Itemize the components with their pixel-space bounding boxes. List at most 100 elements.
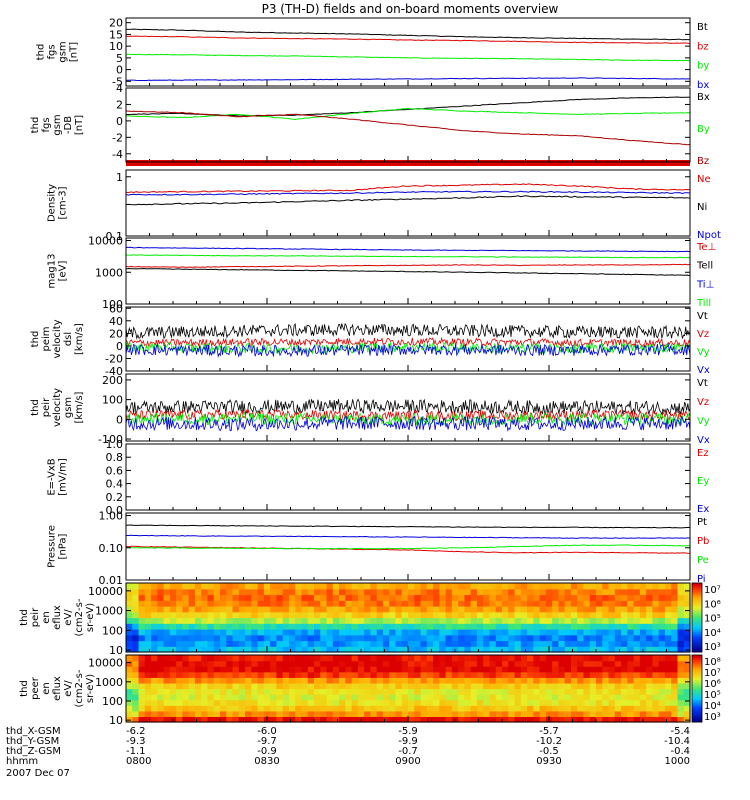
heatmap-cell [558,640,566,647]
x-axis-value: 0800 [126,756,151,767]
heatmap-cell [288,655,296,662]
heatmap-cell [658,710,666,718]
heatmap-cell [401,660,409,667]
heatmap-cell [169,623,177,630]
heatmap-cell [126,646,133,653]
panel-frame [125,17,691,87]
heatmap-cell [339,634,346,642]
heatmap-cell [414,640,422,647]
heatmap-cell [232,588,240,596]
heatmap-cell [395,600,403,607]
heatmap-cell [176,677,183,684]
heatmap-cell [339,640,346,647]
heatmap-cell [182,611,190,619]
heatmap-cell [364,699,371,706]
heatmap-cell [295,594,303,601]
heatmap-cell [307,594,315,601]
heatmap-cell [408,716,415,723]
heatmap-cell [132,611,140,619]
colorbar-swatch [692,583,702,586]
heatmap-cell [552,594,559,601]
heatmap-cell [345,640,353,647]
heatmap-cell [495,611,503,619]
heatmap-cell [420,640,428,647]
heatmap-cell [182,646,190,653]
heatmap-cell [176,606,183,613]
heatmap-cell [639,634,647,642]
heatmap-cell [614,677,622,684]
heatmap-cell [508,682,516,690]
heatmap-cell [326,583,334,590]
heatmap-cell [514,634,522,642]
heatmap-cell [464,666,472,673]
heatmap-cell [182,677,190,684]
heatmap-cell [213,640,221,647]
heatmap-cell [251,600,259,607]
heatmap-cell [652,588,660,596]
heatmap-cell [583,655,591,662]
colorbar-swatch [692,675,702,678]
heatmap-cell [451,694,459,701]
heatmap-cell [426,688,434,695]
heatmap-cell [664,588,672,596]
heatmap-cell [564,640,572,647]
heatmap-cell [520,666,528,673]
heatmap-cell [426,671,434,678]
heatmap-cell [614,710,622,718]
heatmap-cell [238,688,246,695]
heatmap-cell [376,606,384,613]
heatmap-cell [652,583,660,590]
colorbar-swatch [692,672,702,676]
heatmap-cell [238,646,246,653]
heatmap-cell [138,688,146,695]
heatmap-cell [314,671,321,678]
y-axis-label: [nT] [74,115,85,135]
heatmap-cell [533,710,541,718]
heatmap-cell [320,634,328,642]
heatmap-cell [652,688,660,695]
heatmap-cell [326,606,334,613]
heatmap-cell [433,606,440,613]
y-tick-label: 0 [116,64,123,77]
heatmap-cell [533,705,541,712]
heatmap-cell [589,600,597,607]
y-axis-label: [cm-3] [58,186,69,219]
heatmap-cell [639,710,647,718]
heatmap-cell [602,682,610,690]
heatmap-cell [426,600,434,607]
heatmap-cell [126,694,133,701]
heatmap-cell [483,688,491,695]
heatmap-cell [144,694,152,701]
heatmap-cell [301,688,309,695]
heatmap-cell [408,655,415,662]
heatmap-cell [596,629,603,636]
heatmap-cell [652,671,660,678]
heatmap-cell [614,623,622,630]
heatmap-cell [151,617,158,624]
heatmap-cell [157,677,165,684]
legend-label: Ex [697,504,709,515]
heatmap-cell [263,634,271,642]
heatmap-cell [194,583,202,590]
heatmap-cell [652,716,660,723]
heatmap-cell [458,660,465,667]
heatmap-cell [382,682,390,690]
heatmap-cell [151,629,158,636]
heatmap-cell [395,634,403,642]
colorbar-swatch [692,679,702,683]
heatmap-cell [157,606,165,613]
heatmap-cell [514,606,522,613]
heatmap-cell [458,640,465,647]
heatmap-cell [357,634,365,642]
heatmap-cell [270,710,277,718]
heatmap-cell [301,666,309,673]
heatmap-cell [539,688,547,695]
heatmap-cell [301,583,309,590]
heatmap-cell [320,671,328,678]
heatmap-cell [639,623,647,630]
heatmap-cell [408,660,415,667]
colorbar-swatch [692,622,702,625]
heatmap-cell [339,688,346,695]
heatmap-cell [176,646,183,653]
